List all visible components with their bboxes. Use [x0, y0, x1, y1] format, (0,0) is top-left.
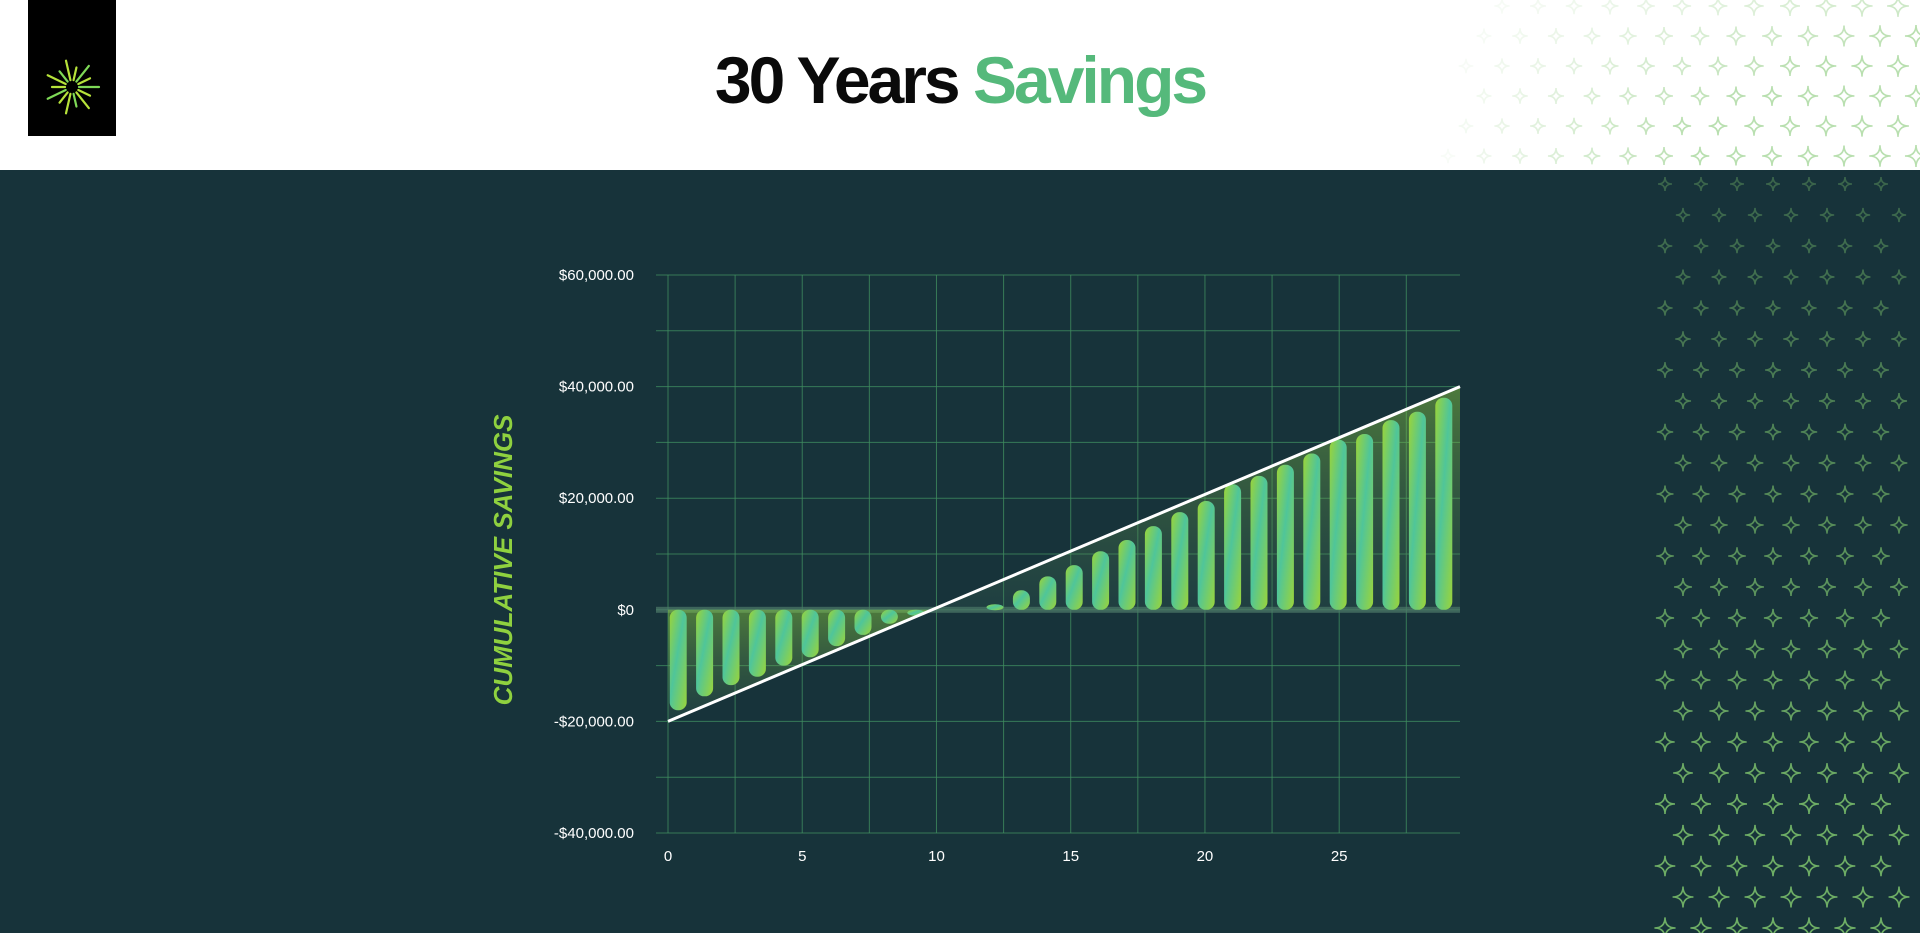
pattern-star-icon [1601, 117, 1619, 135]
logo-ray [58, 70, 69, 83]
page-title: 30 Years Savings [0, 40, 1920, 120]
bar [722, 609, 740, 686]
logo [28, 0, 116, 136]
pattern-star-icon [1815, 0, 1837, 17]
pattern-star-icon [1744, 0, 1764, 16]
y-tick-label: $60,000.00 [559, 267, 634, 284]
starburst-logo-icon [46, 59, 101, 115]
bar [1118, 540, 1136, 610]
x-tick-label: 20 [1197, 848, 1214, 865]
x-tick-label: 10 [928, 848, 945, 865]
y-tick-label: -$20,000.00 [554, 713, 634, 730]
logo-ray [77, 77, 92, 86]
bar [1329, 439, 1347, 610]
bar [801, 609, 819, 658]
pattern-star-icon [1476, 148, 1492, 164]
trend-line [667, 385, 1461, 723]
bar [854, 609, 872, 635]
pattern-star-icon [1672, 0, 1692, 16]
logo-ray [72, 66, 78, 82]
bar [1039, 576, 1057, 610]
y-axis-ticks: -$40,000.00 -$20,000.00 $0 $20,000.00 $40,00… [554, 267, 634, 842]
bar [748, 609, 766, 677]
pattern-star-icon [1494, 118, 1510, 134]
logo-ray [75, 91, 90, 110]
pattern-star-icon [1565, 0, 1583, 15]
bar [880, 609, 898, 624]
pattern-star-icon [1619, 147, 1637, 165]
bar [828, 609, 846, 647]
bar [1435, 397, 1453, 610]
pattern-star-icon [1565, 117, 1583, 135]
pattern-star-icon [1512, 148, 1528, 164]
pattern-star-icon [1904, 144, 1920, 168]
x-tick-label: 5 [798, 848, 806, 865]
y-tick-label: $20,000.00 [559, 490, 634, 507]
y-tick-label: -$40,000.00 [554, 825, 634, 842]
pattern-star-icon [1547, 147, 1565, 165]
pattern-star-icon [1797, 145, 1819, 167]
pattern-star-icon [1583, 147, 1601, 165]
pattern-star-icon [1440, 148, 1456, 164]
pattern-star-icon [1494, 0, 1510, 14]
x-tick-label: 25 [1331, 848, 1348, 865]
pattern-star-icon [1637, 0, 1655, 15]
bar [1197, 500, 1215, 610]
logo-ray [46, 74, 67, 86]
title-part-2: Savings [972, 43, 1208, 117]
bar [986, 604, 1004, 611]
bar [1065, 565, 1083, 610]
y-tick-label: $0 [617, 602, 634, 619]
pattern-star-icon [1851, 0, 1873, 17]
pattern-star-icon [1726, 146, 1746, 166]
header: 30 Years Savings [0, 0, 1920, 170]
pattern-star-icon [1655, 147, 1673, 165]
bar [669, 609, 687, 711]
logo-ray [72, 92, 78, 108]
bar [1303, 453, 1321, 610]
logo-ray [58, 91, 69, 104]
pattern-star-icon [1762, 146, 1782, 166]
x-tick-label: 15 [1062, 848, 1079, 865]
pattern-star-icon [1887, 0, 1909, 17]
pattern-star-icon [1601, 0, 1619, 15]
bar [696, 609, 714, 697]
y-tick-label: $40,000.00 [559, 379, 634, 396]
chart-bars [669, 397, 1453, 711]
logo-ray [64, 59, 72, 82]
pattern-star-icon [1708, 0, 1728, 16]
logo-ray [64, 92, 72, 115]
logo-ray [77, 88, 92, 97]
pattern-star-icon [1530, 118, 1546, 134]
bar [1012, 590, 1030, 610]
pattern-star-icon [1690, 146, 1710, 166]
bar [1382, 420, 1400, 610]
bar [775, 609, 793, 666]
pattern-star-icon [1458, 118, 1474, 134]
chart-panel: -$40,000.00 -$20,000.00 $0 $20,000.00 $40,00… [0, 170, 1920, 933]
bar [1092, 551, 1110, 610]
bar [1276, 464, 1294, 610]
bar [1250, 475, 1268, 610]
bar [1144, 526, 1162, 610]
bar [1171, 512, 1189, 610]
bar [1224, 484, 1242, 610]
bar [1356, 434, 1374, 610]
pattern-star-icon [1869, 145, 1891, 167]
logo-ray [75, 64, 90, 83]
pattern-star-icon [1833, 145, 1855, 167]
pattern-star-icon [1530, 0, 1546, 14]
x-tick-label: 0 [664, 848, 672, 865]
title-part-1: 30 Years [714, 43, 961, 117]
pattern-star-icon [1779, 0, 1801, 17]
bar [1408, 411, 1426, 610]
logo-ray [46, 88, 67, 100]
savings-chart: -$40,000.00 -$20,000.00 $0 $20,000.00 $40,00… [488, 267, 1461, 865]
y-axis-label: CUMULATIVE SAVINGS [488, 414, 518, 705]
trend-line-series [667, 385, 1461, 723]
x-axis-ticks: 0 5 10 15 20 25 [664, 848, 1348, 865]
